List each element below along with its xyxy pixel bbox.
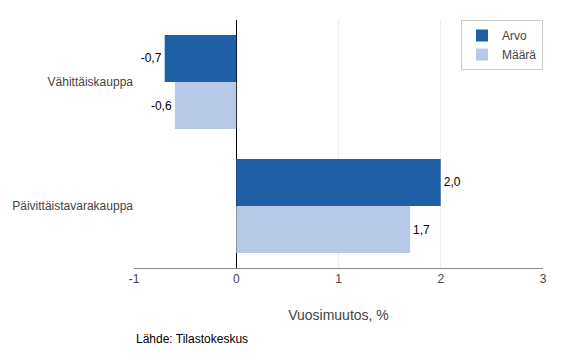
svg-text:-0,7: -0,7 (141, 51, 162, 65)
svg-text:1,7: 1,7 (413, 223, 430, 237)
svg-text:Vähittäiskauppa: Vähittäiskauppa (48, 75, 134, 89)
svg-text:2: 2 (437, 272, 444, 286)
svg-text:Lähde: Tilastokeskus: Lähde: Tilastokeskus (136, 332, 248, 346)
svg-text:Päivittäistavarakauppa: Päivittäistavarakauppa (12, 199, 133, 213)
svg-text:Vuosimuutos, %: Vuosimuutos, % (288, 307, 389, 323)
svg-text:-0,6: -0,6 (151, 99, 172, 113)
svg-text:-1: -1 (129, 272, 140, 286)
svg-text:Arvo: Arvo (502, 29, 527, 43)
svg-text:1: 1 (335, 272, 342, 286)
svg-text:2,0: 2,0 (444, 175, 461, 189)
svg-text:3: 3 (540, 272, 547, 286)
svg-text:0: 0 (233, 272, 240, 286)
svg-text:Määrä: Määrä (502, 48, 536, 62)
